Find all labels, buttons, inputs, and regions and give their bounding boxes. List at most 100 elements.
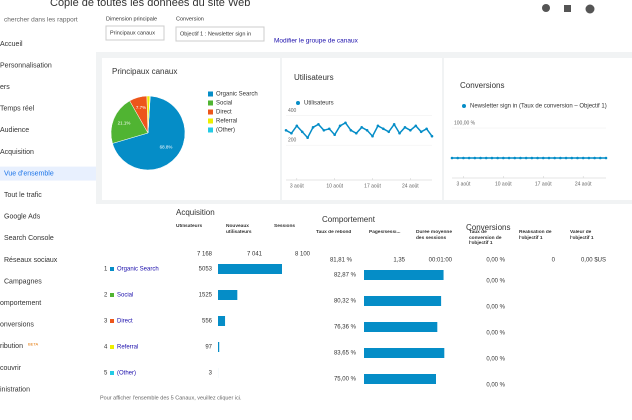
series-point: [392, 123, 396, 126]
edit-link[interactable]: Modifier le groupe de canaux: [274, 38, 359, 45]
users-value: 556: [202, 319, 213, 325]
row-name[interactable]: Direct: [117, 319, 133, 325]
row-swatch: [110, 345, 114, 349]
column-header-text[interactable]: Nouveaux utilisateurs: [226, 224, 252, 235]
legend-label: Utilisateurs: [304, 101, 334, 107]
series-point: [490, 156, 494, 160]
sidebar-item[interactable]: Personnalisation: [0, 62, 52, 69]
users-value: 1525: [199, 293, 213, 299]
total-value: 7 041: [247, 252, 263, 258]
sidebar-item[interactable]: Réseaux sociaux: [4, 257, 58, 264]
column-header-text[interactable]: Sessions: [274, 224, 296, 229]
sidebar-item[interactable]: Vue d'ensemble: [4, 170, 54, 177]
sidebar-item[interactable]: Google Ads: [4, 214, 41, 221]
row-name[interactable]: Organic Search: [117, 267, 159, 273]
users-card: [282, 58, 442, 200]
column-header-text[interactable]: Pages/sessi...: [369, 230, 401, 235]
series-line: [285, 121, 433, 140]
legend-label: Direct: [216, 110, 232, 116]
series-point: [536, 156, 539, 160]
series-point: [576, 156, 579, 160]
column-header: Nouveaux utilisateurs: [226, 224, 252, 235]
chart-title: Utilisateurs: [294, 73, 334, 82]
sidebar-item[interactable]: Acquisition: [0, 149, 34, 156]
pie-slice: [147, 95, 151, 134]
series-point: [425, 127, 428, 131]
apps-icon[interactable]: [564, 5, 571, 12]
series-point: [530, 156, 534, 160]
series-point: [524, 156, 528, 160]
series-point: [354, 131, 358, 135]
pie-slice: [112, 95, 186, 171]
y-tick-label: 400: [288, 108, 297, 114]
column-header-text[interactable]: Taux de conversion de l'objectif 1: [469, 230, 502, 246]
series-point: [306, 136, 309, 140]
sidebar-item[interactable]: Accueil: [0, 41, 23, 48]
bounce-value: 82,87 %: [334, 273, 357, 279]
series-point: [479, 156, 482, 160]
x-tick-label: 17 août: [535, 181, 552, 187]
column-header-text[interactable]: Durée moyenne des sessions: [416, 230, 452, 241]
column-header: Pages/sessi...: [369, 230, 401, 235]
series-point: [398, 131, 401, 135]
series-point: [419, 130, 423, 134]
conv-value: 0,00 %: [486, 383, 505, 389]
badge: BETA: [28, 341, 38, 346]
table-footer[interactable]: Pour afficher l'ensemble des 5 Canaux, v…: [100, 395, 242, 401]
conv-value: 0,00 %: [486, 305, 505, 311]
column-header-text[interactable]: Taux de rebond: [316, 230, 352, 235]
sidebar-item[interactable]: Search Console: [4, 235, 54, 242]
sidebar-item[interactable]: onversions: [0, 322, 34, 329]
column-header-text[interactable]: Valeur de l'objectif 1: [570, 230, 594, 241]
notification-icon[interactable]: [542, 4, 550, 12]
sidebar-item[interactable]: inistration: [0, 386, 30, 393]
selected-item: [0, 166, 96, 181]
series-point: [593, 156, 596, 160]
sidebar-item[interactable]: omportement: [0, 300, 41, 307]
sidebar-item[interactable]: Tout le trafic: [4, 192, 42, 199]
series-point: [553, 156, 556, 160]
search[interactable]: chercher dans les rapport: [4, 17, 78, 24]
row-swatch: [110, 267, 114, 271]
bounce-value: 80,32 %: [334, 299, 357, 305]
help-icon[interactable]: [585, 4, 595, 14]
legend-label: Social: [216, 101, 232, 107]
column-header: Valeur de l'objectif 1: [570, 230, 594, 241]
pie-label: 7.7%: [136, 105, 146, 110]
dimension-value: Principaux canaux: [110, 30, 155, 36]
column-header-text[interactable]: Réalisation de l'objectif 1: [519, 230, 552, 241]
conv-card: [444, 58, 632, 200]
x-tick-label: 24 août: [575, 181, 592, 187]
series-point: [587, 156, 591, 160]
users-bar: [218, 264, 282, 274]
legend-label: Referral: [216, 119, 237, 125]
page-title: Copie de toutes les données du site Web: [50, 0, 250, 9]
x-tick-label: 10 août: [326, 183, 343, 189]
series-point: [598, 156, 602, 160]
legend-swatch: [208, 127, 213, 133]
dimension-dropdown[interactable]: [105, 25, 165, 41]
y-tick-label: 200: [288, 137, 297, 143]
row-number: 5: [104, 371, 108, 377]
bounce-bar: [364, 322, 438, 332]
column-header-text[interactable]: Utilisateurs: [176, 224, 203, 229]
conversion-dropdown[interactable]: [175, 26, 265, 42]
total-value: 00:01:00: [429, 258, 453, 264]
row-name[interactable]: Referral: [117, 345, 138, 351]
sidebar-item[interactable]: couvrir: [0, 365, 22, 372]
sidebar-item[interactable]: ribution: [0, 343, 23, 350]
conversion-label: Conversion: [176, 16, 204, 22]
series-point: [365, 128, 369, 132]
sidebar-item[interactable]: Audience: [0, 127, 29, 134]
sidebar-item[interactable]: Temps réel: [0, 106, 35, 113]
row-name[interactable]: (Other): [117, 371, 136, 377]
users-bar: [218, 316, 226, 326]
series-point: [570, 156, 574, 160]
pie-label: 21.1%: [118, 120, 131, 125]
series-point: [513, 156, 517, 160]
column-header: Utilisateurs: [176, 224, 203, 229]
sidebar-item[interactable]: ers: [0, 84, 10, 91]
bounce-value: 76,36 %: [334, 325, 357, 331]
row-name[interactable]: Social: [117, 293, 133, 299]
sidebar-item[interactable]: Campagnes: [4, 278, 42, 285]
